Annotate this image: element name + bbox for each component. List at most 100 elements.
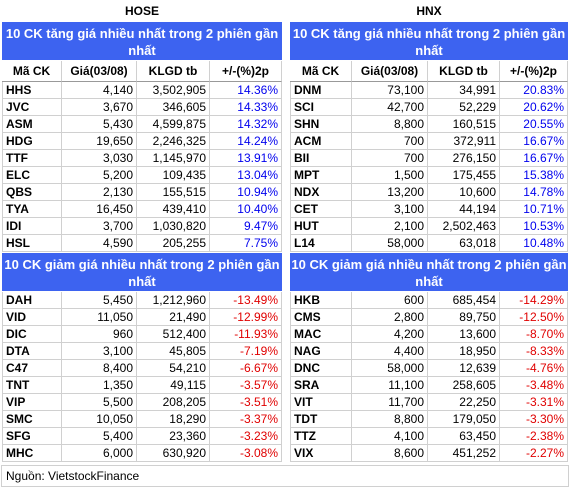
change-cell: -6.67%: [210, 360, 282, 377]
stock-symbol: TYA: [2, 201, 62, 218]
data-cell: 3,030: [62, 150, 137, 167]
change-cell: 10.94%: [210, 184, 282, 201]
data-cell: 3,700: [62, 218, 137, 235]
column-header: Giá(03/08): [62, 61, 137, 82]
stock-symbol: ELC: [2, 167, 62, 184]
data-cell: 630,920: [137, 445, 210, 462]
data-cell: 63,450: [428, 428, 500, 445]
stock-symbol: DTA: [2, 343, 62, 360]
data-cell: 22,250: [428, 394, 500, 411]
data-cell: 346,605: [137, 99, 210, 116]
change-cell: -3.08%: [210, 445, 282, 462]
change-cell: 10.53%: [500, 218, 568, 235]
data-cell: 63,018: [428, 235, 500, 252]
change-cell: -3.57%: [210, 377, 282, 394]
change-cell: -12.50%: [500, 309, 568, 326]
data-cell: 4,599,875: [137, 116, 210, 133]
change-cell: 14.78%: [500, 184, 568, 201]
data-cell: 1,030,820: [137, 218, 210, 235]
stock-symbol: L14: [290, 235, 352, 252]
stock-symbol: SHN: [290, 116, 352, 133]
stock-symbol: HUT: [290, 218, 352, 235]
data-cell: 4,200: [352, 326, 428, 343]
column-header: Giá(03/08): [352, 61, 428, 82]
data-cell: 2,246,325: [137, 133, 210, 150]
data-cell: 21,490: [137, 309, 210, 326]
data-cell: 372,911: [428, 133, 500, 150]
change-cell: 10.40%: [210, 201, 282, 218]
data-cell: 11,100: [352, 377, 428, 394]
change-cell: -11.93%: [210, 326, 282, 343]
change-cell: -2.27%: [500, 445, 568, 462]
data-cell: 54,210: [137, 360, 210, 377]
data-cell: 10,050: [62, 411, 137, 428]
change-cell: -3.30%: [500, 411, 568, 428]
column-header: +/-(%)2p: [210, 61, 282, 82]
data-cell: 5,400: [62, 428, 137, 445]
data-cell: 12,639: [428, 360, 500, 377]
change-cell: 10.48%: [500, 235, 568, 252]
data-cell: 2,800: [352, 309, 428, 326]
stock-symbol: MAC: [290, 326, 352, 343]
data-cell: 34,991: [428, 82, 500, 99]
data-cell: 276,150: [428, 150, 500, 167]
change-cell: 14.24%: [210, 133, 282, 150]
change-cell: 14.33%: [210, 99, 282, 116]
stock-symbol: CET: [290, 201, 352, 218]
data-cell: 19,650: [62, 133, 137, 150]
stock-symbol: TTZ: [290, 428, 352, 445]
change-cell: 16.67%: [500, 150, 568, 167]
data-cell: 1,500: [352, 167, 428, 184]
stock-symbol: TTF: [2, 150, 62, 167]
data-cell: 8,800: [352, 116, 428, 133]
data-cell: 600: [352, 292, 428, 309]
change-cell: 20.55%: [500, 116, 568, 133]
data-cell: 4,140: [62, 82, 137, 99]
data-cell: 18,950: [428, 343, 500, 360]
stock-symbol: SFG: [2, 428, 62, 445]
stock-symbol: NDX: [290, 184, 352, 201]
change-cell: 14.32%: [210, 116, 282, 133]
stock-symbol: TDT: [290, 411, 352, 428]
stock-symbol: TNT: [2, 377, 62, 394]
section-title: 10 CK tăng giá nhiều nhất trong 2 phiên …: [290, 22, 568, 60]
section-title: 10 CK giảm giá nhiều nhất trong 2 phiên …: [2, 253, 282, 291]
stock-symbol: NAG: [290, 343, 352, 360]
change-cell: -8.70%: [500, 326, 568, 343]
change-cell: -3.51%: [210, 394, 282, 411]
data-cell: 1,350: [62, 377, 137, 394]
change-cell: 20.62%: [500, 99, 568, 116]
stock-symbol: SRA: [290, 377, 352, 394]
data-cell: 58,000: [352, 235, 428, 252]
data-cell: 685,454: [428, 292, 500, 309]
data-cell: 58,000: [352, 360, 428, 377]
change-cell: -8.33%: [500, 343, 568, 360]
data-cell: 175,455: [428, 167, 500, 184]
data-cell: 5,500: [62, 394, 137, 411]
change-cell: 10.71%: [500, 201, 568, 218]
stock-symbol: MHC: [2, 445, 62, 462]
data-cell: 8,800: [352, 411, 428, 428]
source-note: Nguồn: VietstockFinance: [1, 465, 569, 487]
data-cell: 89,750: [428, 309, 500, 326]
stock-symbol: VIP: [2, 394, 62, 411]
data-cell: 3,670: [62, 99, 137, 116]
data-cell: 5,200: [62, 167, 137, 184]
stock-symbol: DNM: [290, 82, 352, 99]
stock-symbol: DIC: [2, 326, 62, 343]
stock-symbol: BII: [290, 150, 352, 167]
data-cell: 439,410: [137, 201, 210, 218]
change-cell: -3.31%: [500, 394, 568, 411]
data-cell: 700: [352, 150, 428, 167]
change-cell: 7.75%: [210, 235, 282, 252]
market-name: HNX: [416, 4, 442, 18]
data-cell: 13,200: [352, 184, 428, 201]
data-cell: 4,400: [352, 343, 428, 360]
stock-symbol: DAH: [2, 292, 62, 309]
change-cell: 9.47%: [210, 218, 282, 235]
change-cell: 15.38%: [500, 167, 568, 184]
stock-symbol: ACM: [290, 133, 352, 150]
column-header: Mã CK: [290, 61, 352, 82]
data-cell: 10,600: [428, 184, 500, 201]
